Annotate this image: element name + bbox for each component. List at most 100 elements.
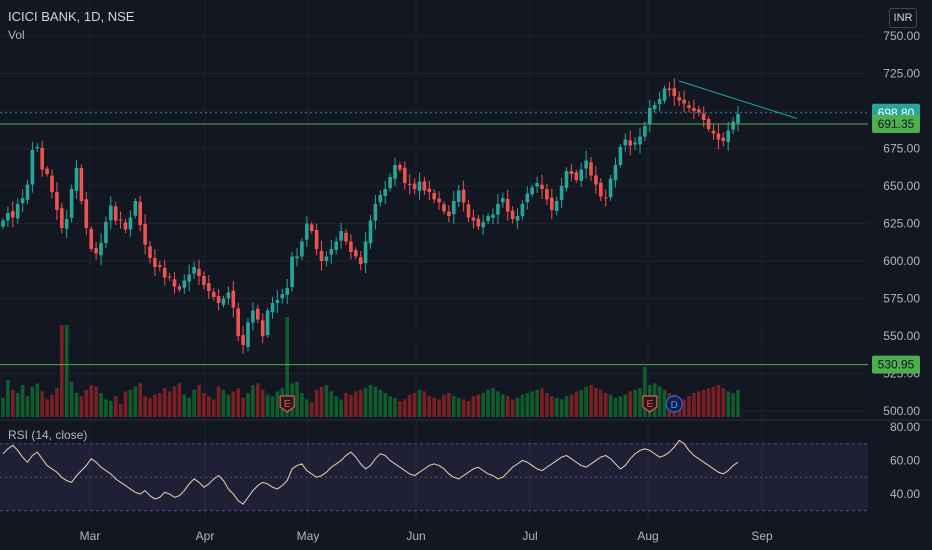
volume-bar: [300, 393, 304, 417]
candle-body: [628, 140, 632, 146]
candle-body: [726, 130, 730, 142]
candle-body: [520, 204, 525, 216]
volume-bar: [113, 396, 118, 417]
currency-button[interactable]: INR: [889, 8, 917, 28]
candle-body: [187, 274, 191, 282]
volume-bar: [599, 389, 603, 417]
candle-body: [407, 183, 412, 185]
volume-bar: [726, 391, 730, 417]
volume-bar: [211, 399, 216, 417]
candle-body: [496, 204, 500, 215]
candle-body: [594, 175, 598, 185]
volume-bar: [520, 394, 525, 417]
volume-bar: [447, 393, 451, 417]
candle-body: [569, 171, 574, 174]
candle-body: [309, 224, 314, 231]
volume-bar: [716, 385, 721, 417]
candle-body: [466, 204, 471, 218]
candle-body: [550, 197, 554, 210]
volume-bar: [643, 367, 647, 417]
candle-body: [731, 121, 735, 130]
volume-bar: [540, 388, 544, 417]
candle-body: [481, 222, 485, 228]
volume-bar: [64, 325, 69, 417]
candle-body: [319, 250, 324, 261]
volume-bar: [6, 380, 10, 417]
candle-body: [344, 232, 348, 242]
candle-body: [280, 294, 285, 299]
volume-bar: [74, 393, 79, 417]
candle-body: [334, 241, 338, 250]
candle-body: [633, 142, 637, 145]
time-tick-label: May: [297, 529, 320, 543]
price-tick-label: 600.00: [883, 254, 920, 268]
candle-body: [501, 198, 505, 203]
candle-body: [613, 165, 618, 181]
volume-bar: [197, 385, 201, 417]
volume-bar: [158, 393, 162, 417]
earnings-marker[interactable]: E: [279, 395, 295, 413]
candle-body: [158, 265, 162, 267]
symbol-title: ICICI BANK, 1D, NSE: [8, 9, 135, 24]
candle-body: [202, 276, 206, 285]
volume-bar: [69, 381, 74, 417]
candlesticks: [1, 78, 740, 354]
volume-bar: [471, 396, 476, 417]
volume-bar: [461, 399, 466, 417]
candle-body: [74, 168, 79, 191]
volume-bar: [177, 383, 182, 417]
level-tag-691: 691.35: [878, 117, 915, 131]
volume-bar: [388, 396, 392, 417]
candle-body: [60, 208, 64, 228]
volume-bar: [172, 386, 177, 417]
candle-body: [648, 108, 652, 125]
volume-bar: [295, 381, 299, 417]
volume-bar: [167, 391, 172, 417]
volume-bar: [515, 397, 520, 417]
volume-bar: [241, 397, 245, 417]
level-tag-531-bg: [872, 355, 920, 374]
candle-body: [427, 188, 432, 192]
candle-body: [69, 189, 74, 219]
candle-body: [118, 219, 123, 221]
candle-body: [349, 241, 353, 252]
price-tick-label: 575.00: [883, 292, 920, 306]
volume-bar: [309, 402, 314, 417]
dividend-marker[interactable]: D: [665, 395, 683, 413]
volume-bar: [628, 391, 632, 417]
candle-body: [231, 290, 236, 308]
earnings-marker[interactable]: E: [642, 395, 658, 413]
volume-bar: [25, 396, 30, 417]
candle-body: [432, 192, 436, 200]
volume-bar: [79, 396, 84, 417]
overlay-lines: [0, 80, 868, 366]
candle-body: [697, 109, 701, 113]
candle-body: [559, 186, 564, 201]
volume-bar: [153, 394, 157, 417]
volume-bar: [231, 391, 236, 417]
volume-bar: [398, 401, 402, 417]
candle-body: [148, 246, 152, 258]
time-tick-label: Apr: [196, 529, 215, 543]
candle-body: [1, 220, 5, 227]
volume-bar: [378, 389, 383, 417]
candle-body: [476, 218, 481, 227]
candle-body: [339, 231, 343, 241]
volume-bar: [40, 391, 44, 417]
volume-bar: [393, 397, 397, 417]
candle-body: [133, 201, 138, 216]
candle-body: [667, 88, 672, 90]
axes: 750.00725.00700.00675.00650.00625.00600.…: [80, 29, 921, 543]
candle-body: [584, 160, 588, 169]
volume-bar: [251, 385, 255, 417]
candle-body: [711, 130, 716, 134]
candle-body: [623, 139, 628, 146]
earnings-label: E: [284, 399, 291, 410]
volume-bar: [559, 399, 564, 417]
candle-body: [329, 249, 334, 255]
volume-bar: [589, 385, 593, 417]
rsi-pane: [0, 419, 932, 512]
volume-bar: [192, 389, 196, 417]
